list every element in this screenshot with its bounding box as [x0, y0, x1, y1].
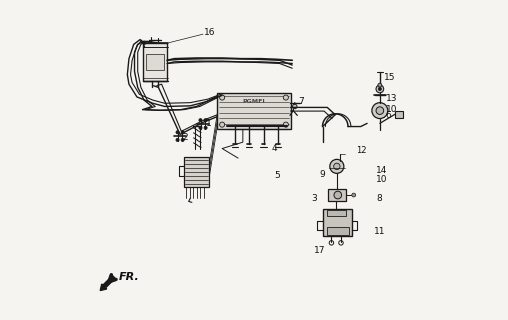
Text: 2: 2	[182, 133, 187, 142]
Text: 10: 10	[386, 105, 397, 114]
Circle shape	[181, 131, 184, 134]
Bar	[327, 227, 349, 235]
Circle shape	[204, 119, 207, 122]
Text: 7: 7	[298, 97, 304, 106]
Text: PGMFI: PGMFI	[243, 100, 265, 104]
Text: 17: 17	[314, 246, 326, 255]
Circle shape	[199, 126, 202, 129]
Circle shape	[334, 163, 340, 170]
Bar	[184, 157, 209, 187]
Circle shape	[204, 126, 207, 129]
Text: 6: 6	[386, 111, 391, 120]
Bar	[146, 54, 164, 70]
Circle shape	[283, 122, 289, 127]
Bar	[395, 111, 403, 118]
Circle shape	[219, 95, 225, 100]
Circle shape	[176, 138, 179, 141]
Text: 12: 12	[356, 146, 366, 155]
Bar	[327, 210, 346, 216]
Circle shape	[376, 85, 384, 93]
Bar	[143, 43, 167, 81]
Text: 1: 1	[206, 119, 211, 129]
Circle shape	[181, 138, 184, 141]
Circle shape	[176, 131, 179, 134]
Circle shape	[372, 103, 388, 119]
Circle shape	[293, 104, 297, 109]
Text: 8: 8	[376, 194, 382, 204]
Text: 10: 10	[376, 175, 388, 184]
Circle shape	[283, 95, 289, 100]
Circle shape	[330, 159, 344, 173]
Text: 16: 16	[204, 28, 215, 37]
Bar	[217, 93, 291, 129]
FancyArrow shape	[100, 276, 115, 291]
Text: 4: 4	[271, 144, 277, 153]
Circle shape	[376, 107, 384, 115]
Circle shape	[199, 119, 202, 122]
Circle shape	[334, 191, 341, 199]
Circle shape	[378, 87, 382, 91]
Circle shape	[219, 122, 225, 127]
Text: 15: 15	[384, 73, 396, 82]
Text: 9: 9	[320, 170, 325, 179]
Bar	[328, 189, 346, 201]
Circle shape	[352, 193, 356, 197]
Text: 11: 11	[373, 227, 385, 236]
Text: FR.: FR.	[118, 272, 139, 282]
Circle shape	[378, 83, 382, 87]
Text: 5: 5	[274, 171, 280, 180]
Text: 3: 3	[311, 194, 317, 204]
Text: 14: 14	[376, 166, 388, 175]
Text: 13: 13	[386, 94, 397, 103]
Bar	[324, 209, 352, 236]
